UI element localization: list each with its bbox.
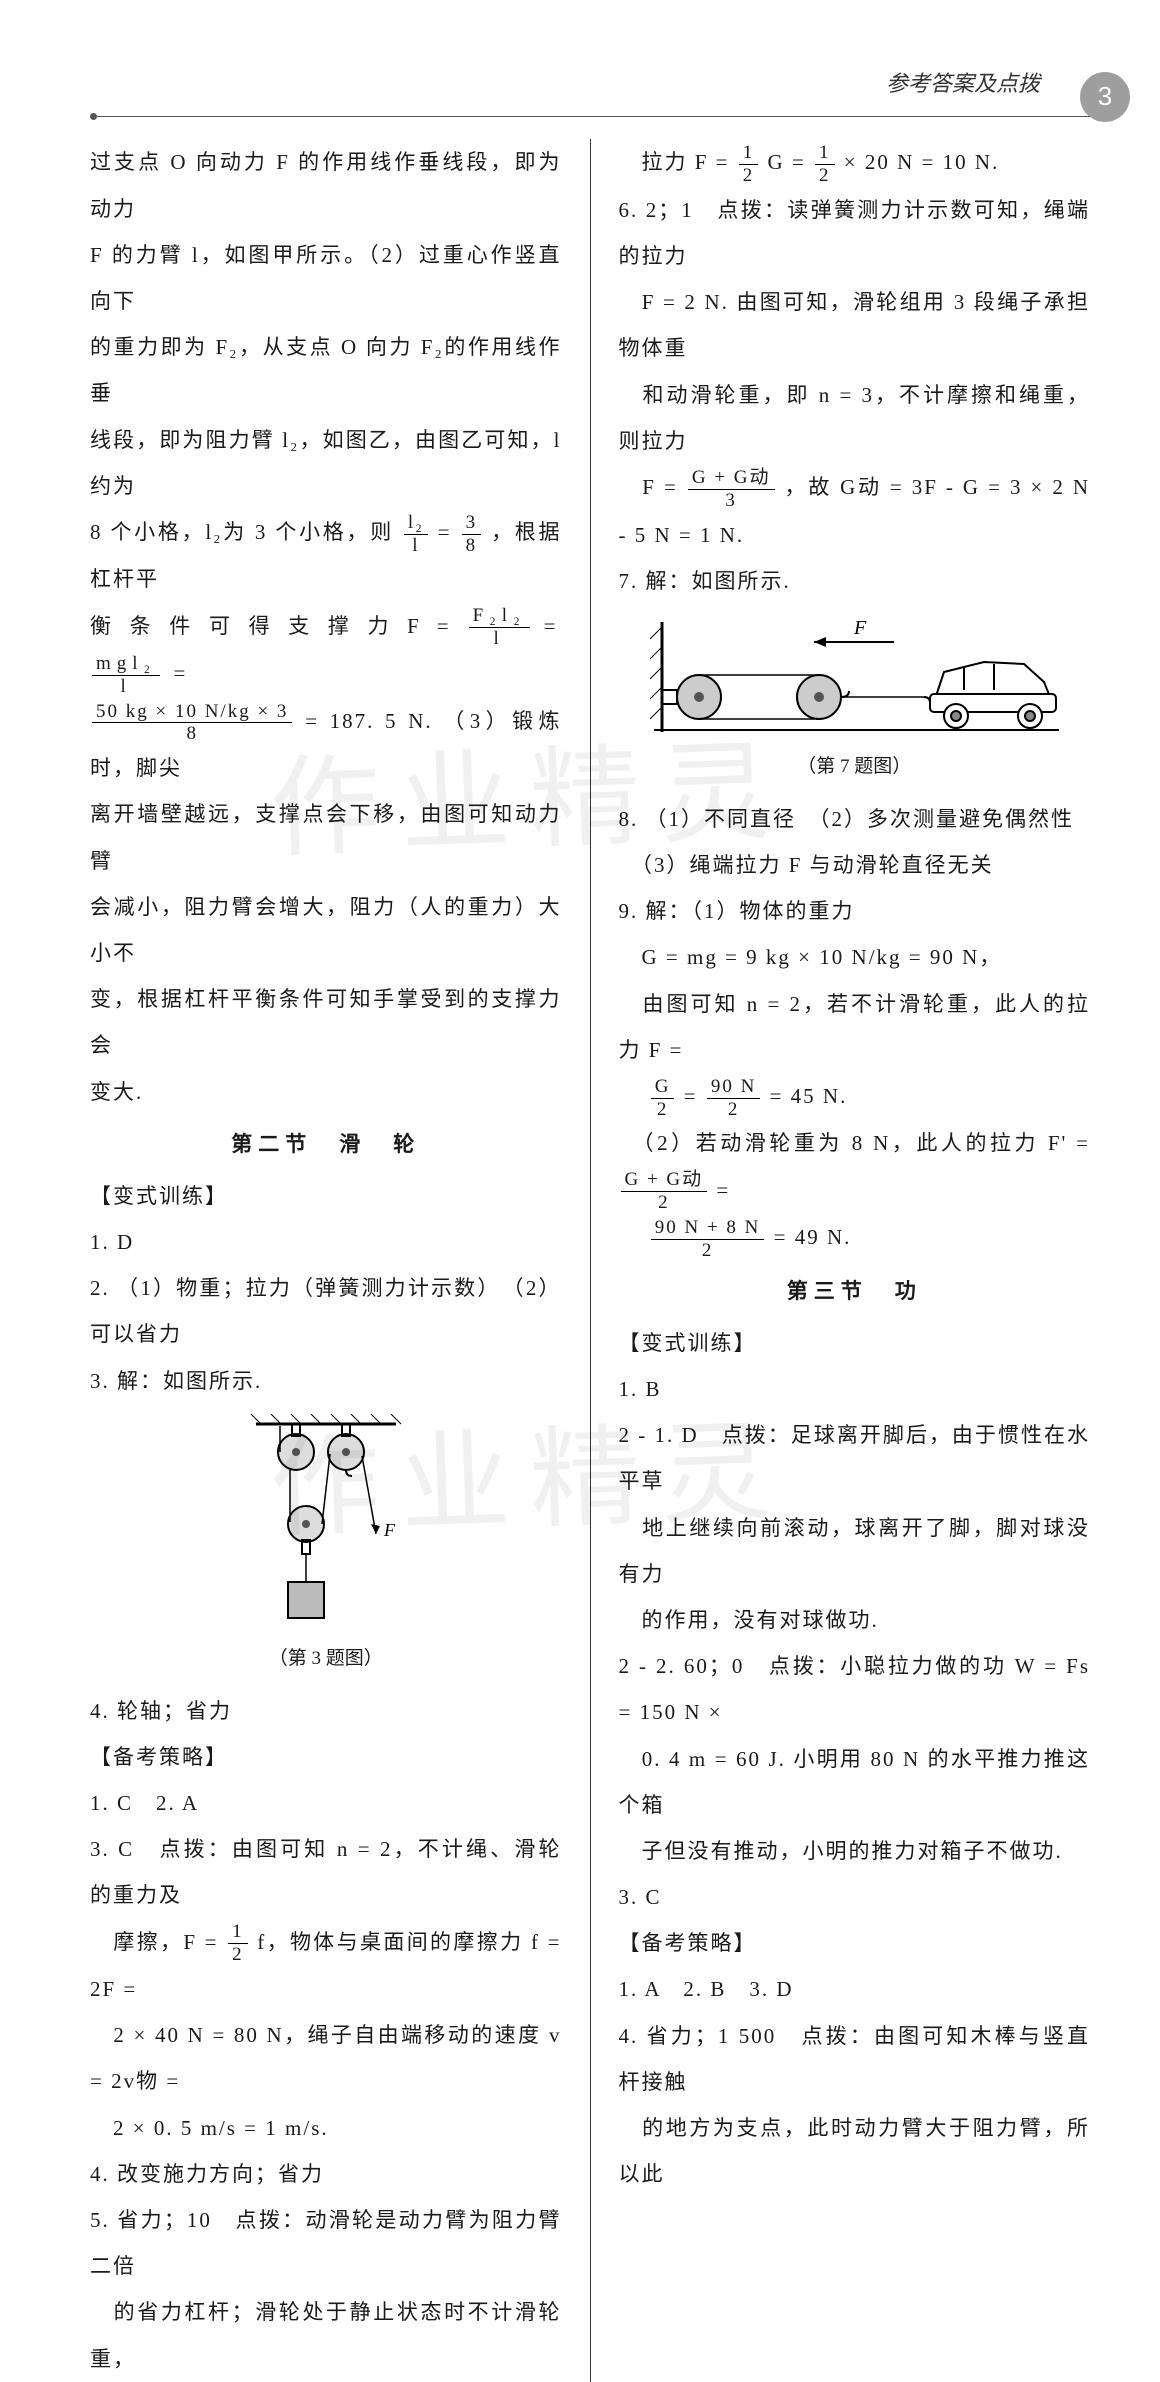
text: = — [716, 1178, 730, 1202]
text: 衡 条 件 可 得 支 撑 力 F = — [90, 614, 467, 638]
answer-item: 3. 解：如图所示. — [90, 1358, 562, 1404]
answer-item: 5. 省力；10 点拨：动滑轮是动力臂为阻力臂二倍 — [90, 2197, 562, 2289]
text: = 49 N. — [774, 1225, 852, 1249]
text: = — [173, 661, 191, 685]
fraction: G2 — [651, 1076, 675, 1121]
text: = — [438, 520, 460, 544]
text-line: 90 N + 8 N2 = 49 N. — [619, 1214, 1091, 1262]
fraction: 90 N + 8 N2 — [651, 1217, 765, 1262]
column-divider — [590, 139, 591, 2381]
fraction: 38 — [462, 512, 482, 557]
subhead-bianshi: 【变式训练】 — [619, 1320, 1091, 1366]
text-line: 子但没有推动，小明的推力对箱子不做功. — [619, 1828, 1091, 1874]
text-line: （2）若动滑轮重为 8 N，此人的拉力 F' = G + G动2 = — [619, 1120, 1091, 1214]
figure-3-caption: （第 3 题图） — [90, 1638, 562, 1680]
text-line: F 的力臂 l，如图甲所示。（2）过重心作竖直向下 — [90, 232, 562, 324]
text-line: 和动滑轮重，即 n = 3，不计摩擦和绳重，则拉力 — [619, 372, 1091, 464]
text-line: 变，根据杠杆平衡条件可知手掌受到的支撑力会 — [90, 976, 562, 1068]
pulley-diagram-icon: F — [246, 1414, 406, 1634]
answer-item: 3. C 点拨：由图可知 n = 2，不计绳、滑轮的重力及 — [90, 1826, 562, 1918]
text: （2）若动滑轮重为 8 N，此人的拉力 F' = — [619, 1131, 1091, 1155]
text: = — [684, 1084, 705, 1108]
section-3-title: 第三节 功 — [619, 1268, 1091, 1314]
answer-item: 1. C 2. A — [90, 1780, 562, 1826]
answer-item: 4. 改变施力方向；省力 — [90, 2151, 562, 2197]
right-column: 拉力 F = 12 G = 12 × 20 N = 10 N. 6. 2；1 点… — [619, 139, 1091, 2381]
text-line: 2 × 0. 5 m/s = 1 m/s. — [90, 2105, 562, 2151]
text-line: 的重力即为 F₂，从支点 O 向力 F₂的作用线作垂 — [90, 324, 562, 416]
text-line: 过支点 O 向动力 F 的作用线作垂线段，即为动力 — [90, 139, 562, 231]
text-line: 8 个小格，l₂为 3 个小格，则 l₂l = 38 ，根据杠杆平 — [90, 509, 562, 603]
text-line: 拉力 F = 12 G = 12 × 20 N = 10 N. — [619, 139, 1091, 187]
answer-item: 9. 解：（1）物体的重力 — [619, 888, 1091, 934]
subhead-beikao: 【备考策略】 — [90, 1734, 562, 1780]
text-line: 的省力杠杆；滑轮处于静止状态时不计滑轮重， — [90, 2289, 562, 2381]
answer-item: 1. D — [90, 1219, 562, 1265]
fraction: F₂l₂l — [469, 605, 530, 650]
answer-item: 4. 省力；1 500 点拨：由图可知木棒与竖直杆接触 — [619, 2013, 1091, 2105]
text: = — [544, 614, 562, 638]
subhead-beikao: 【备考策略】 — [619, 1920, 1091, 1966]
text — [619, 1084, 642, 1108]
label-F: F — [853, 617, 867, 639]
text-line: G2 = 90 N2 = 45 N. — [619, 1073, 1091, 1121]
car-pulley-diagram-icon: F — [644, 612, 1064, 742]
text: 摩擦，F = — [90, 1930, 226, 1954]
fraction: 50 kg × 10 N/kg × 38 — [92, 701, 292, 746]
left-column: 过支点 O 向动力 F 的作用线作垂线段，即为动力 F 的力臂 l，如图甲所示。… — [90, 139, 562, 2381]
page-number-badge: 3 — [1080, 72, 1130, 122]
answer-item: 1. A 2. B 3. D — [619, 1966, 1091, 2012]
text-line: 的地方为支点，此时动力臂大于阻力臂，所以此 — [619, 2105, 1091, 2197]
text-line: 50 kg × 10 N/kg × 38 = 187. 5 N. （3）锻炼时，… — [90, 698, 562, 792]
text-line: 会减小，阻力臂会增大，阻力（人的重力）大小不 — [90, 884, 562, 976]
text-line: F = 2 N. 由图可知，滑轮组用 3 段绳子承担物体重 — [619, 279, 1091, 371]
text: × 20 N = 10 N. — [844, 150, 1000, 174]
text: G = — [768, 150, 814, 174]
text: = 45 N. — [770, 1084, 848, 1108]
text-line: F = G + G动3 ，故 G动 = 3F - G = 3 × 2 N - 5… — [619, 464, 1091, 558]
text-line: 摩擦，F = 12 f，物体与桌面间的摩擦力 f = 2F = — [90, 1919, 562, 2013]
text-line: 变大. — [90, 1069, 562, 1115]
answer-item: 3. C — [619, 1874, 1091, 1920]
text-line: 线段，即为阻力臂 l₂，如图乙，由图乙可知，l 约为 — [90, 417, 562, 509]
text: 8 个小格，l₂为 3 个小格，则 — [90, 520, 394, 544]
fraction: 90 N2 — [707, 1076, 760, 1121]
text-line: 由图可知 n = 2，若不计滑轮重，此人的拉力 F = — [619, 981, 1091, 1073]
fraction: 12 — [739, 142, 759, 187]
text: 拉力 F = — [619, 150, 737, 174]
fraction: l₂l — [404, 512, 428, 557]
answer-item: 2. （1）物重；拉力（弹簧测力计示数） （2）可以省力 — [90, 1265, 562, 1357]
text — [619, 1225, 642, 1249]
fraction: G + G动2 — [621, 1169, 708, 1214]
text-line: G = mg = 9 kg × 10 N/kg = 90 N， — [619, 934, 1091, 980]
fraction: mgl₂l — [92, 653, 160, 698]
header-title: 参考答案及点拨 — [886, 71, 1040, 96]
figure-7-caption: （第 7 题图） — [619, 746, 1091, 788]
fraction: 12 — [815, 142, 835, 187]
text-line: 2 × 40 N = 80 N，绳子自由端移动的速度 v = 2v物 = — [90, 2012, 562, 2104]
answer-item: 2 - 1. D 点拨：足球离开脚后，由于惯性在水平草 — [619, 1412, 1091, 1504]
svg-text:F: F — [383, 1520, 396, 1540]
answer-item: 6. 2；1 点拨：读弹簧测力计示数可知，绳端的拉力 — [619, 187, 1091, 279]
text-line: （3）绳端拉力 F 与动滑轮直径无关 — [619, 842, 1091, 888]
answer-item: 4. 轮轴；省力 — [90, 1688, 562, 1734]
fraction: G + G动3 — [688, 467, 775, 512]
text-line: 离开墙壁越远，支撑点会下移，由图可知动力臂 — [90, 791, 562, 883]
text-line: 衡 条 件 可 得 支 撑 力 F = F₂l₂l = mgl₂l = — [90, 603, 562, 698]
answer-item: 2 - 2. 60；0 点拨：小聪拉力做的功 W = Fs = 150 N × — [619, 1643, 1091, 1735]
subhead-bianshi: 【变式训练】 — [90, 1173, 562, 1219]
text-line: 地上继续向前滚动，球离开了脚，脚对球没有力 — [619, 1505, 1091, 1597]
answer-item: 7. 解：如图所示. — [619, 558, 1091, 604]
fraction: 12 — [228, 1921, 248, 1966]
text: F = — [619, 475, 686, 499]
answer-item: 1. B — [619, 1366, 1091, 1412]
header-rule — [90, 116, 1090, 117]
text-line: 0. 4 m = 60 J. 小明用 80 N 的水平推力推这个箱 — [619, 1736, 1091, 1828]
answer-item: 8. （1）不同直径 （2）多次测量避免偶然性 — [619, 796, 1091, 842]
text-line: 的作用，没有对球做功. — [619, 1597, 1091, 1643]
section-2-title: 第二节 滑 轮 — [90, 1121, 562, 1167]
